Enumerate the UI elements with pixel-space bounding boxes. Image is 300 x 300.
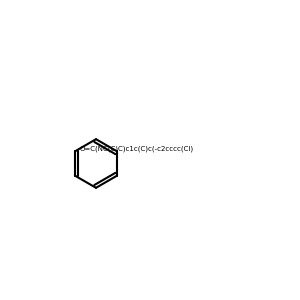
Text: O=C(NC(C)C)c1c(C)c(-c2cccc(Cl): O=C(NC(C)C)c1c(C)c(-c2cccc(Cl) — [80, 145, 194, 152]
